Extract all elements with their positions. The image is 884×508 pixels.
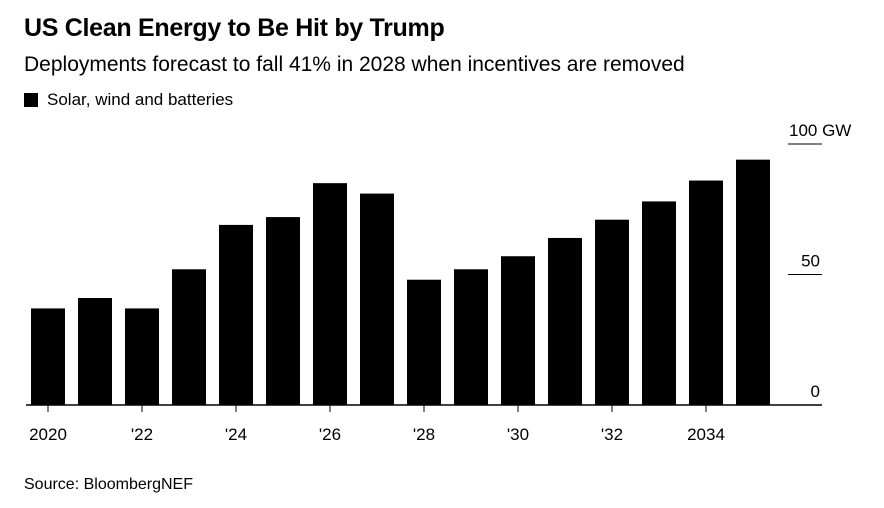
chart-title: US Clean Energy to Be Hit by Trump [24,14,445,42]
x-tick-label-2032: '32 [601,425,623,444]
x-tick-label-2030: '30 [507,425,529,444]
bar-2025 [266,217,300,405]
y-tick-label-100: 100 GW [789,121,851,140]
x-tick-label-2026: '26 [319,425,341,444]
bar-2024 [219,224,253,405]
bar-2032 [595,219,629,405]
x-tick-label-2024: '24 [225,425,247,444]
bar-2027 [360,193,394,405]
legend-swatch [24,93,38,107]
source-note: Source: BloombergNEF [24,476,193,493]
legend-label: Solar, wind and batteries [47,90,234,109]
x-tick-label-2020: 2020 [29,425,67,444]
x-tick-label-2028: '28 [413,425,435,444]
bar-2023 [172,269,206,405]
y-tick-label-0: 0 [811,382,820,401]
bar-2034 [689,180,723,405]
bar-2030 [501,256,535,405]
bar-2020 [31,308,65,405]
legend: Solar, wind and batteries [24,90,233,110]
chart-subtitle: Deployments forecast to fall 41% in 2028… [24,53,685,76]
bar-2028 [407,279,441,405]
bar-2026 [313,183,347,405]
bar-2035 [736,159,770,405]
bar-2022 [125,308,159,405]
x-tick-label-2022: '22 [131,425,153,444]
y-tick-label-50: 50 [801,252,820,271]
x-tick-label-2034: 2034 [687,425,725,444]
bar-2031 [548,237,582,405]
bar-2033 [642,201,676,405]
bar-chart: 0 50 100 GW 2020 '22 '24 '26 '28 '30 '32 2034 [26,121,851,444]
bar-2021 [78,297,112,405]
bar-2029 [454,269,488,405]
